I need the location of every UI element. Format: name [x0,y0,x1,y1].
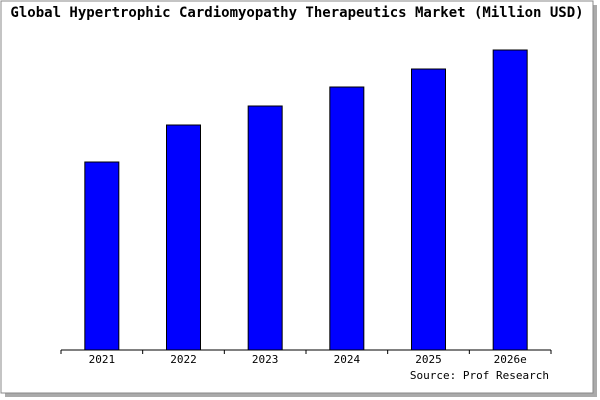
x-tick-label: 2024 [334,353,361,366]
x-tick-label: 2021 [89,353,116,366]
title-group: Global Hypertrophic Cardiomyopathy Thera… [10,5,583,21]
bar [411,68,446,351]
source-note: Source: Prof Research [410,369,549,382]
bar [84,161,120,351]
bar [329,86,365,351]
chart-title: Global Hypertrophic Cardiomyopathy Thera… [10,5,583,21]
x-tick-label: 2025 [415,353,442,366]
bar [247,105,283,351]
bar [492,49,528,351]
bar [166,124,201,351]
x-tick-label: 2023 [252,353,279,366]
x-tick-label: 2026e [494,353,527,366]
x-tick-label: 2022 [170,353,197,366]
